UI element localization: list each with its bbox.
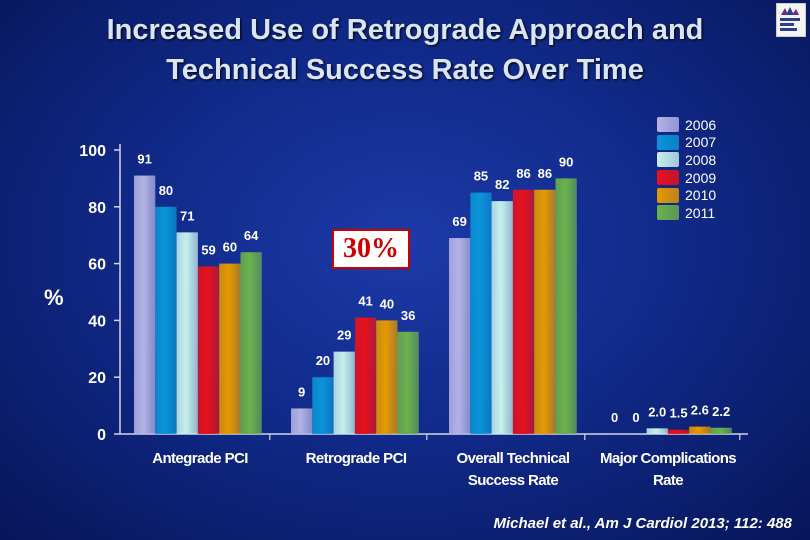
data-label: 29 [337, 328, 351, 343]
legend-swatch [657, 205, 679, 221]
data-label: 71 [180, 208, 194, 223]
title-line-1: Increased Use of Retrograde Approach and [106, 14, 704, 46]
data-label: 2.0 [648, 404, 666, 419]
legend-label: 2011 [685, 204, 716, 221]
data-label: 36 [401, 308, 415, 323]
title-line-2: Technical Success Rate Over Time [166, 54, 644, 86]
y-tick-label: 20 [88, 370, 106, 387]
bar-2006-2 [449, 238, 471, 434]
bar-2010-0 [219, 263, 241, 434]
citation: Michael et al., Am J Cardiol 2013; 112: … [493, 515, 792, 532]
chart-title: Increased Use of Retrograde Approach and… [40, 10, 770, 90]
bar-2007-0 [155, 206, 177, 434]
y-tick-label: 100 [79, 143, 106, 160]
y-axis-label: % [44, 285, 64, 310]
category-label: Major Complications [600, 450, 736, 467]
data-label: 64 [244, 228, 259, 243]
data-label: 0 [632, 410, 639, 425]
data-label: 60 [223, 240, 237, 255]
data-label: 2.2 [712, 404, 730, 419]
bar-2009-3 [667, 429, 690, 434]
bar-2008-1 [333, 351, 355, 434]
category-label: Success Rate [468, 472, 559, 489]
data-label: 20 [316, 353, 330, 368]
chart-legend: 2006 2007 2008 2009 2010 2011 [657, 116, 716, 222]
legend-swatch [657, 117, 679, 133]
y-tick-label: 0 [97, 427, 106, 444]
bar-2006-0 [134, 175, 156, 434]
bar-2011-2 [555, 178, 577, 434]
data-label: 80 [159, 183, 173, 198]
logo-peaks-icon [781, 7, 799, 15]
legend-label: 2008 [685, 151, 717, 168]
bar-2007-2 [470, 192, 492, 434]
data-label: 69 [452, 214, 466, 229]
data-label: 85 [474, 169, 488, 184]
category-label: Retrograde PCI [306, 450, 407, 467]
category-label: Antegrade PCI [152, 450, 248, 467]
logo-wordmark-line [780, 23, 794, 26]
data-label: 41 [358, 294, 372, 309]
bar-2009-1 [354, 317, 377, 434]
retrograde-increase-callout: 30% [332, 229, 410, 269]
bar-2010-2 [534, 189, 556, 434]
y-tick-label: 40 [88, 313, 106, 330]
bar-2009-2 [512, 189, 535, 434]
bar-2008-2 [491, 201, 513, 434]
data-label: 0 [611, 410, 618, 425]
data-label: 82 [495, 177, 509, 192]
legend-item-2006: 2006 [657, 116, 716, 134]
data-label: 9 [298, 384, 305, 399]
legend-swatch [657, 152, 679, 168]
y-tick-label: 60 [88, 257, 106, 274]
bar-2008-3 [646, 428, 668, 434]
legend-item-2007: 2007 [657, 134, 716, 152]
bar-2006-1 [291, 408, 313, 434]
data-label: 91 [137, 152, 151, 167]
data-label: 40 [380, 296, 394, 311]
bar-2011-3 [710, 427, 732, 434]
legend-label: 2007 [685, 134, 717, 151]
category-label: Rate [653, 472, 683, 489]
logo-wordmark-line [780, 18, 800, 21]
data-label: 86 [538, 166, 552, 181]
category-label: Overall Technical [457, 450, 570, 467]
legend-swatch [657, 170, 679, 186]
mount-sinai-logo [776, 3, 806, 37]
legend-label: 2006 [685, 116, 717, 133]
bar-2011-1 [397, 331, 419, 434]
bar-2011-0 [240, 252, 262, 434]
legend-item-2008: 2008 [657, 151, 716, 169]
bar-2008-0 [176, 232, 198, 434]
bar-2010-1 [376, 320, 398, 434]
legend-item-2011: 2011 [657, 204, 716, 222]
data-label: 59 [201, 242, 215, 257]
legend-item-2010: 2010 [657, 186, 716, 204]
legend-swatch [657, 187, 679, 203]
legend-label: 2010 [685, 187, 717, 204]
y-tick-label: 80 [88, 200, 106, 217]
bar-2007-1 [312, 377, 334, 434]
data-label: 1.5 [670, 406, 688, 421]
bar-2010-3 [689, 426, 711, 434]
legend-label: 2009 [685, 169, 717, 186]
data-label: 2.6 [691, 403, 709, 418]
data-label: 90 [559, 154, 573, 169]
data-label: 86 [516, 166, 530, 181]
legend-item-2009: 2009 [657, 169, 716, 187]
legend-swatch [657, 134, 679, 150]
logo-wordmark-line [780, 28, 797, 31]
bar-2009-0 [197, 266, 220, 434]
